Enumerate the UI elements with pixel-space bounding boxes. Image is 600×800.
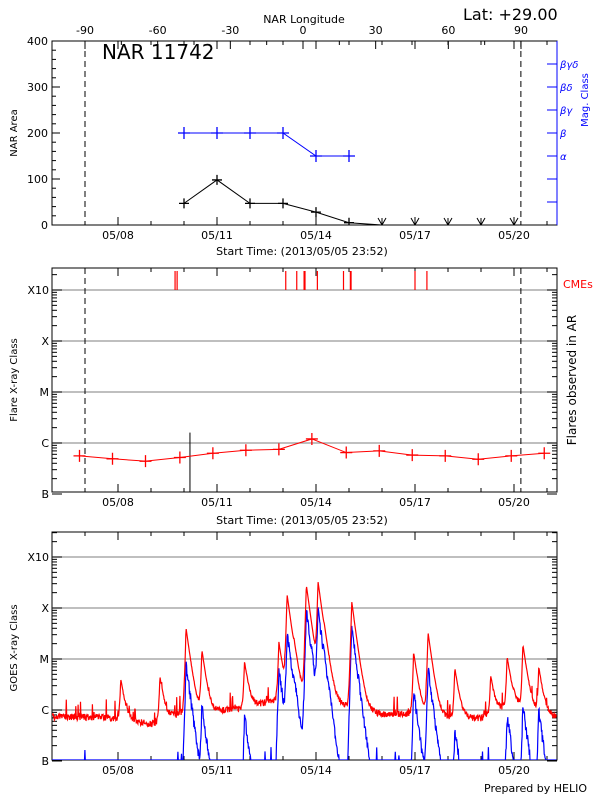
flare-class-point [472,453,485,466]
p2-frame [51,267,558,493]
flare-class-point [439,449,452,462]
p2-y-tick-label: B [41,488,49,501]
p3-frame [51,531,558,761]
nar-area-zero-point [410,217,420,225]
mag-class-line [184,132,349,157]
flare-class-point [340,446,353,459]
p3-y-tick-label: M [40,653,50,666]
panel1-ylabel: NAR Area [9,109,20,156]
nar-area-point [212,174,222,185]
p1-x-tick-label: 05/20 [498,229,530,242]
nar-area-zero-point [443,217,453,225]
mag-class-point [343,150,355,162]
flare-class-point [206,447,219,460]
p1-y-tick-label: 100 [27,173,48,186]
goes-long-channel-curve [52,582,557,728]
p3-x-tick-label: 05/11 [201,764,233,777]
p1-x-tick-label: 05/14 [300,229,332,242]
p1-mag-class-label: βγ [559,106,573,117]
p1-frame [51,40,558,226]
p2-x-tick-label: 05/20 [498,496,530,509]
p1-mag-class-label: β [559,129,567,140]
p2-x-tick-label: 05/08 [102,496,134,509]
p3-plot-area [52,582,557,760]
p1-y-tick-label: 0 [41,219,48,232]
p1-longitude-label: 90 [514,24,528,37]
lat-label: Lat: +29.00 [463,5,558,24]
flare-class-point [106,452,119,465]
nar-area-point [245,198,255,209]
p1-x-tick-label: 05/11 [201,229,233,242]
mag-class-point [211,127,223,139]
panel1-xlabel: Start Time: (2013/05/05 23:52) [216,245,388,258]
p1-plot-area [178,127,519,225]
panel3-ylabel: GOES X-ray Class [9,604,20,691]
p3-x-tick-label: 05/17 [399,764,431,777]
p1-longitude-label: 0 [300,24,307,37]
p2-y-tick-label: X10 [27,284,49,297]
flare-class-point [173,451,186,464]
nar-area-point [179,198,189,209]
footer-credit: Prepared by HELIO [484,782,587,795]
p3-y-tick-label: X10 [27,551,49,564]
p2-x-tick-label: 05/11 [201,496,233,509]
flare-class-point [505,449,518,462]
p3-y-tick-label: C [41,704,49,717]
panel2-ylabel: Flare X-ray Class [9,338,20,422]
p2-x-tick-label: 05/17 [399,496,431,509]
mag-class-point [277,127,289,139]
p1-longitude-label: -30 [221,24,239,37]
p1-longitude-label: -60 [149,24,167,37]
flare-class-point [305,432,318,445]
flare-class-point [73,449,86,462]
p1-longitude-label: 60 [441,24,455,37]
p1-y-tick-label: 300 [27,81,48,94]
flare-class-point [406,449,419,462]
p1-x-tick-label: 05/17 [399,229,431,242]
flare-class-point [239,444,252,457]
p2-x-tick-label: 05/14 [300,496,332,509]
p1-mag-class-label: βγδ [559,60,578,71]
flare-class-point [139,455,152,468]
p3-y-tick-label: B [41,755,49,768]
p3-x-tick-label: 05/14 [300,764,332,777]
region-title: NAR 11742 [102,40,215,64]
mag-class-point [244,127,256,139]
panel2-xlabel: Start Time: (2013/05/05 23:52) [216,514,388,527]
p1-longitude-label: 30 [369,24,383,37]
p1-y-tick-label: 400 [27,35,48,48]
p3-y-tick-label: X [41,602,49,615]
flare-class-point [373,444,386,457]
nar-area-point [311,207,321,218]
nar-area-zero-point [377,217,387,225]
cme-label: CMEs [563,278,593,291]
mag-class-point [310,150,322,162]
p2-y-tick-label: M [40,386,50,399]
p2-y-tick-label: C [41,437,49,450]
nar-area-point [344,217,354,225]
mag-class-point [178,127,190,139]
nar-area-point [278,198,288,209]
p2-plot-area [73,271,551,492]
p1-longitude-label: -90 [76,24,94,37]
goes-short-channel-curve [52,607,557,760]
p3-x-tick-label: 05/08 [102,764,134,777]
panel1-y2label: Mag. Class [580,73,591,127]
p1-mag-class-label: βδ [559,83,573,94]
panel2-y2label: Flares observed in AR [565,315,579,445]
nar-area-zero-point [476,217,486,225]
p1-y-tick-label: 200 [27,127,48,140]
flare-class-point [272,443,285,456]
top-axis-label: NAR Longitude [263,13,345,26]
p1-x-tick-label: 05/08 [102,229,134,242]
flare-class-point [538,447,551,460]
p2-y-tick-label: X [41,335,49,348]
p3-x-tick-label: 05/20 [498,764,530,777]
p1-mag-class-label: α [560,152,567,163]
nar-area-zero-point [509,217,519,225]
